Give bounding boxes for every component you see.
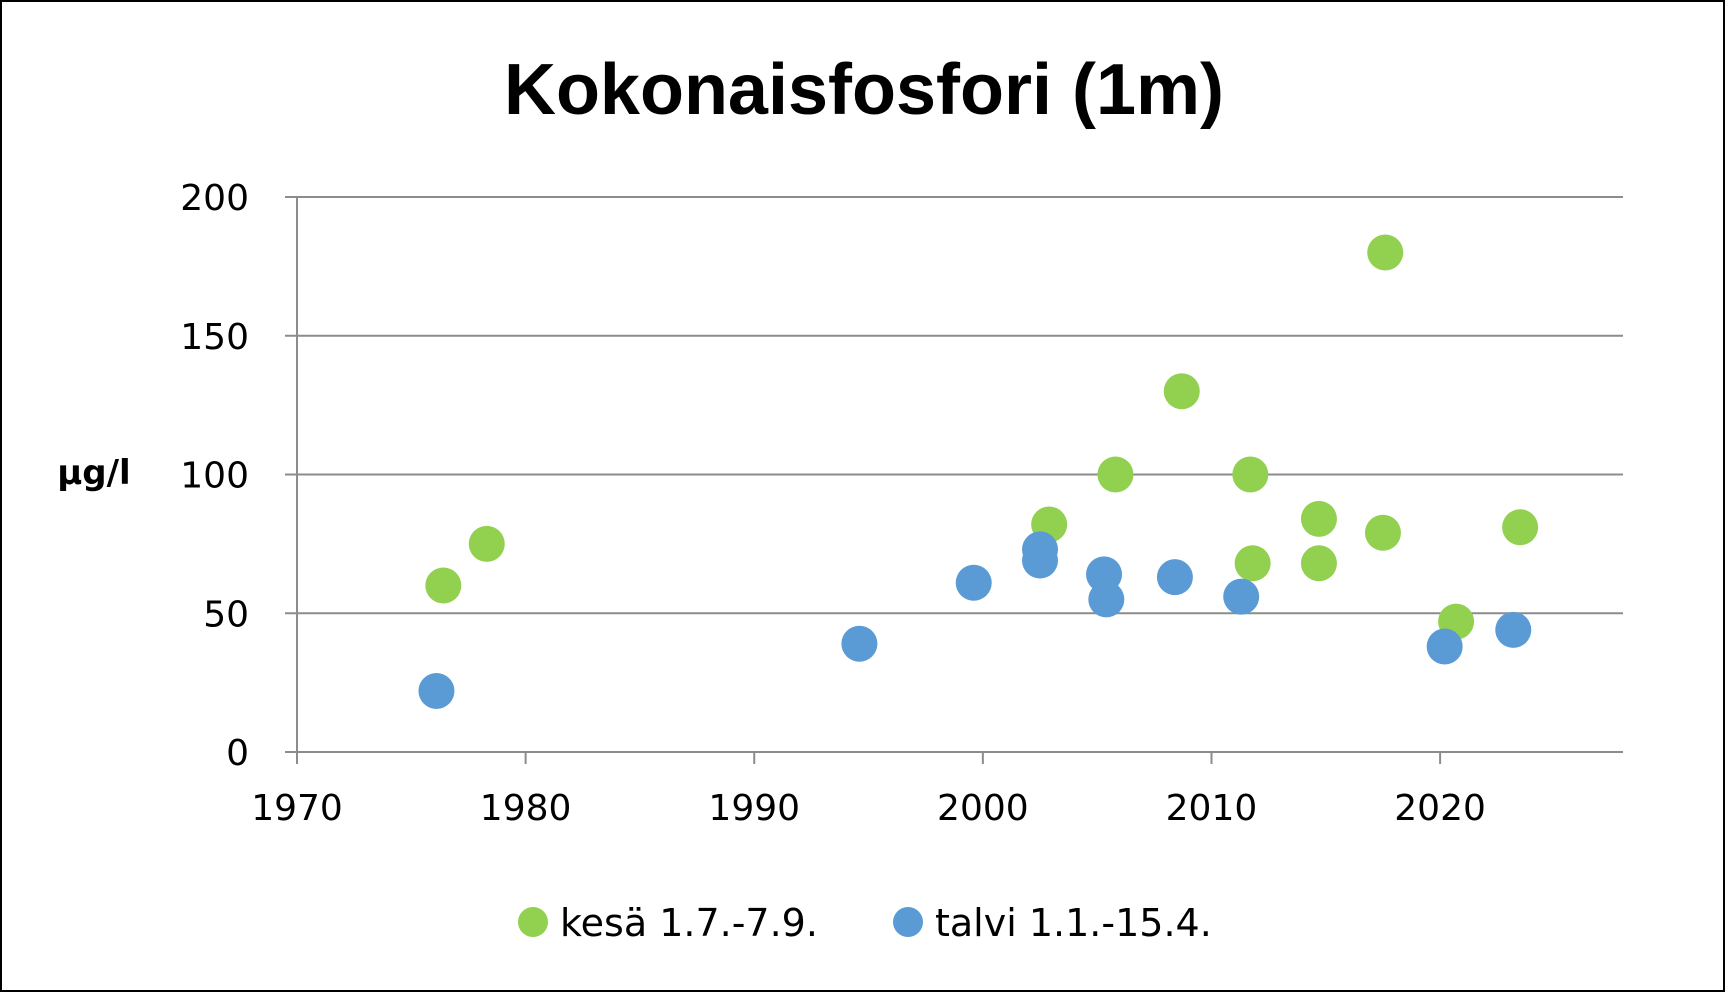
y-tick-label: 200 [180, 178, 249, 219]
y-tick-label: 100 [180, 456, 249, 497]
axes [285, 196, 1623, 764]
x-tick-label: 2020 [1394, 788, 1486, 829]
gridlines [297, 196, 1623, 615]
data-points [418, 234, 1539, 709]
data-point [1364, 514, 1401, 551]
data-point [1502, 509, 1539, 546]
data-point [1426, 628, 1463, 665]
legend-label-talvi: talvi 1.1.-15.4. [935, 901, 1212, 945]
legend-marker-talvi [893, 907, 923, 937]
data-point [841, 625, 878, 662]
x-tick-labels: 1970 1980 1990 2000 2010 2020 [251, 788, 1486, 829]
data-point [955, 564, 992, 601]
data-point [1163, 373, 1200, 410]
data-point [1088, 581, 1125, 618]
y-tick-labels: 0 50 100 150 200 [180, 178, 249, 774]
chart-title: Kokonaisfosfori (1m) [504, 50, 1224, 130]
data-point [1234, 545, 1271, 582]
x-tick-label: 1980 [480, 788, 572, 829]
data-point [418, 672, 455, 709]
data-point [1232, 456, 1269, 493]
series-talvi [418, 531, 1532, 709]
data-point [1156, 559, 1193, 596]
legend-marker-kesa [518, 907, 548, 937]
y-tick-label: 50 [203, 594, 249, 635]
series-kesa [425, 234, 1539, 640]
y-tick-label: 0 [226, 733, 249, 774]
x-tick-label: 2000 [937, 788, 1029, 829]
x-tick-label: 2010 [1166, 788, 1258, 829]
y-axis-label: µg/l [57, 453, 130, 493]
y-tick-label: 150 [180, 317, 249, 358]
x-tick-label: 1970 [251, 788, 343, 829]
data-point [1097, 456, 1134, 493]
data-point [468, 525, 505, 562]
data-point [1367, 234, 1404, 271]
data-point [425, 567, 462, 604]
data-point [1495, 611, 1532, 648]
data-point [1022, 542, 1059, 579]
data-point [1300, 500, 1337, 537]
legend-label-kesa: kesä 1.7.-7.9. [560, 901, 818, 945]
data-point [1223, 578, 1260, 615]
x-tick-label: 1990 [708, 788, 800, 829]
data-point [1300, 545, 1337, 582]
legend: kesä 1.7.-7.9. talvi 1.1.-15.4. [518, 901, 1212, 945]
